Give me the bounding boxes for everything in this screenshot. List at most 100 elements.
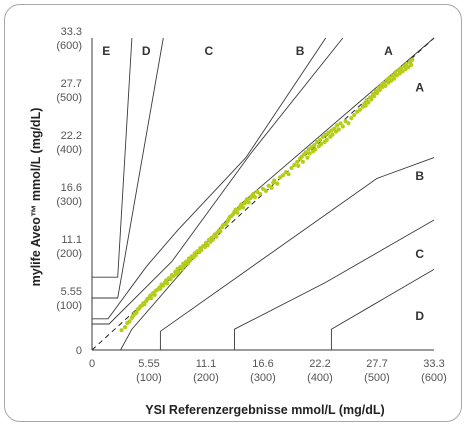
x-tick-label: 5.55 — [138, 358, 159, 370]
zone-label-d: D — [415, 309, 424, 323]
data-point — [400, 69, 405, 74]
y-tick-sublabel: (400) — [56, 144, 82, 156]
data-point — [205, 242, 210, 248]
x-tick-sublabel: (100) — [136, 372, 162, 384]
chart-frame — [4, 4, 462, 422]
data-point — [329, 128, 334, 133]
x-tick-sublabel: (500) — [364, 372, 390, 384]
data-point — [295, 159, 300, 164]
zone-label-b: B — [296, 44, 305, 58]
data-point — [410, 57, 415, 62]
zone-boundary-line-7 — [234, 219, 435, 350]
x-tick-label: 33.3 — [423, 358, 444, 370]
data-point — [252, 195, 258, 200]
data-point — [332, 126, 337, 131]
data-point — [363, 103, 368, 108]
zone-boundaries — [92, 37, 435, 351]
data-point — [372, 94, 377, 99]
data-point — [258, 191, 263, 197]
data-point — [343, 119, 348, 124]
data-point — [292, 162, 297, 167]
zone-labels: E D C B A A B C D — [102, 44, 424, 323]
data-point — [193, 253, 198, 258]
data-point — [306, 147, 311, 152]
data-point — [280, 173, 286, 178]
data-point — [142, 302, 147, 307]
data-point — [187, 258, 193, 263]
tick-labels: 0 5.55 (100) 11.1 (200) 16.6 (300) 22.2 (400) 27.… — [56, 26, 447, 384]
zone-boundary-line-2 — [92, 37, 164, 299]
zone-boundary-line-4 — [92, 37, 344, 325]
data-point — [296, 163, 301, 168]
data-point — [324, 137, 329, 142]
zone-label-c: C — [415, 247, 424, 261]
zone-label-b: B — [415, 169, 424, 183]
data-point — [180, 266, 185, 271]
data-point — [152, 292, 157, 297]
data-point — [335, 123, 340, 128]
x-tick-sublabel: (600) — [421, 372, 447, 384]
data-point — [275, 181, 280, 186]
data-point — [409, 62, 414, 68]
zone-label-e: E — [102, 44, 110, 58]
x-tick-label: 27.7 — [366, 358, 387, 370]
data-point — [123, 325, 128, 330]
data-point — [278, 175, 283, 180]
data-point — [349, 116, 354, 121]
data-point — [381, 80, 386, 85]
data-point — [313, 147, 318, 152]
data-point — [338, 121, 343, 126]
data-point — [127, 319, 132, 324]
data-point — [233, 207, 238, 212]
data-point — [176, 269, 181, 275]
data-point — [251, 191, 256, 197]
data-point — [366, 100, 371, 105]
data-point — [374, 91, 380, 96]
x-tick-sublabel: (300) — [250, 372, 276, 384]
data-point — [336, 127, 341, 132]
data-point — [346, 121, 351, 126]
data-point — [119, 328, 124, 333]
x-tick-label: 0 — [89, 358, 95, 370]
y-tick-sublabel: (100) — [56, 300, 82, 312]
data-point — [182, 263, 187, 268]
data-point — [240, 205, 246, 210]
data-point — [357, 107, 362, 112]
x-axis-title: YSI Referenzergebnisse mmol/L (mg/dL) — [145, 403, 384, 417]
data-point — [235, 210, 240, 215]
data-point — [134, 310, 139, 315]
x-tick-label: 22.2 — [309, 358, 330, 370]
data-point — [352, 112, 357, 118]
data-point — [199, 248, 204, 253]
zone-label-c: C — [205, 44, 214, 58]
y-tick-label: 11.1 — [61, 234, 82, 246]
data-point — [398, 66, 403, 71]
data-point — [218, 229, 223, 234]
data-point — [158, 286, 163, 291]
data-point — [312, 143, 317, 148]
y-tick-sublabel: (600) — [56, 40, 82, 52]
x-tick-label: 11.1 — [196, 358, 217, 370]
data-point — [286, 172, 291, 177]
zone-label-a: A — [384, 44, 393, 58]
zone-boundary-line-1 — [92, 37, 133, 278]
data-point — [260, 186, 266, 191]
data-point — [214, 234, 219, 239]
data-point — [303, 150, 308, 155]
data-point — [171, 274, 176, 279]
data-point — [390, 73, 396, 78]
zone-boundary-line-8 — [330, 269, 435, 350]
data-point — [272, 178, 277, 183]
y-tick-label: 16.6 — [61, 182, 82, 194]
zone-boundary-line-6 — [159, 157, 435, 350]
data-point — [161, 283, 166, 288]
data-point — [393, 70, 398, 75]
y-tick-sublabel: (300) — [56, 196, 82, 208]
data-point — [387, 75, 392, 80]
data-point — [263, 188, 268, 193]
x-tick-sublabel: (200) — [193, 372, 219, 384]
y-tick-label: 5.55 — [61, 286, 82, 298]
data-point — [305, 155, 310, 160]
data-point — [149, 295, 154, 301]
